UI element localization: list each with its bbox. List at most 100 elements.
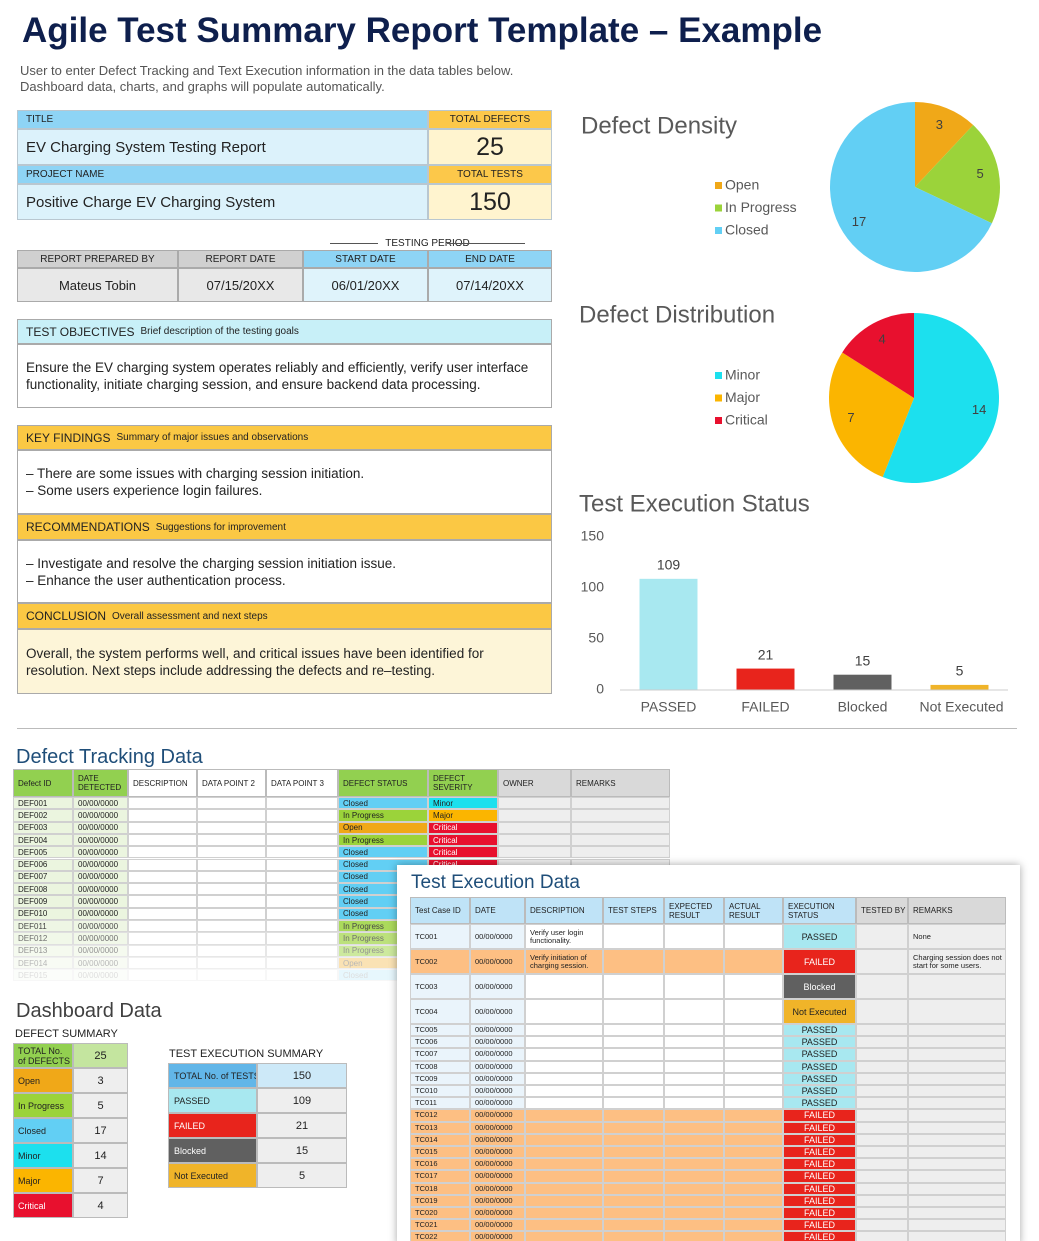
table-cell: FAILED [783,1231,856,1241]
table-cell: 00/00/0000 [470,1231,525,1241]
table-cell: FAILED [783,1158,856,1171]
table-cell: DEF013 [13,944,73,957]
table-cell: TC011 [410,1097,470,1110]
table-cell [908,1109,1006,1122]
table-cell [856,1072,908,1085]
table-cell [856,1182,908,1195]
table-cell [571,821,670,834]
table-cell [197,809,266,822]
table-cell: DEF012 [13,932,73,945]
section-label: CONCLUSION [26,609,107,623]
table-cell [664,1133,724,1146]
table-cell [266,846,338,859]
table-cell [724,949,783,974]
table-cell [266,932,338,945]
chart-title: Test Execution Status [579,490,810,517]
table-cell [664,1207,724,1220]
table-cell: 00/00/0000 [73,858,128,871]
x-tick-label: FAILED [741,699,789,715]
table-cell [603,1097,664,1110]
table-cell: 00/00/0000 [470,1060,525,1073]
table-cell [197,932,266,945]
slice-label: 14 [972,402,986,417]
table-cell [664,1182,724,1195]
table-cell: Open [338,821,428,834]
table-cell [664,1219,724,1232]
table-cell [525,1085,603,1098]
table-cell [603,1121,664,1134]
table-cell [856,1085,908,1098]
table-cell: 00/00/0000 [73,920,128,933]
table-cell [525,1072,603,1085]
table-cell: FAILED [783,1133,856,1146]
section-body: – Investigate and resolve the charging s… [17,540,552,603]
table-cell [128,821,197,834]
table-cell [525,1024,603,1037]
table-cell [197,895,266,908]
table-cell [525,1109,603,1122]
pie-slice [882,313,1000,483]
table-cell: Closed [338,797,428,810]
y-tick-label: 150 [581,528,605,544]
legend-label: Critical [725,412,768,428]
table-cell [266,895,338,908]
table-cell [603,1170,664,1183]
table-cell [724,1170,783,1183]
table-cell [908,1097,1006,1110]
table-cell [664,1158,724,1171]
section-header: RECOMMENDATIONS Suggestions for improveme… [17,514,552,540]
table-cell [197,920,266,933]
bar-value-label: 21 [758,646,774,662]
project-value: Positive Charge EV Charging System [17,184,428,220]
table-cell [498,809,571,822]
table-cell [266,870,338,884]
table-cell: DEF003 [13,821,73,834]
table-cell [664,1048,724,1061]
table-cell: 00/00/0000 [470,1072,525,1085]
table-cell [525,1231,603,1241]
table-cell: FAILED [783,1182,856,1195]
table-cell [856,974,908,999]
table-cell [724,1024,783,1037]
table-cell [908,1231,1006,1241]
table-cell: 00/00/0000 [470,1219,525,1232]
table-cell [128,895,197,908]
section-hint: Suggestions for improvement [155,521,286,533]
table-cell [603,1085,664,1098]
section-body: Overall, the system performs well, and c… [17,629,552,694]
table-cell: 00/00/0000 [470,1207,525,1220]
table-header: DATE DETECTED [73,769,128,797]
table-cell: DEF002 [13,809,73,822]
table-cell [856,1036,908,1049]
table-cell [197,833,266,847]
table-cell: DEF008 [13,883,73,896]
section-text: – Enhance the user authentication proces… [26,572,286,588]
table-cell: 00/00/0000 [73,907,128,920]
summary-label: Blocked [168,1138,257,1163]
table-cell: 00/00/0000 [73,846,128,859]
chart-title: Defect Density [581,112,737,139]
table-cell [908,974,1006,999]
table-cell [603,999,664,1024]
info-header: START DATE [303,250,428,268]
table-cell [856,1207,908,1220]
table-cell: Critical [428,821,498,834]
table-cell [266,833,338,847]
slice-label: 3 [936,117,943,132]
legend-swatch [715,227,722,234]
table-cell [856,1146,908,1159]
table-cell [664,1036,724,1049]
table-cell: FAILED [783,1170,856,1183]
table-cell [908,1048,1006,1061]
table-cell [128,956,197,970]
table-cell: TC001 [410,924,470,949]
table-header: OWNER [498,769,571,797]
info-value: 07/14/20XX [428,268,552,302]
summary-value: 14 [73,1143,128,1168]
table-cell: 00/00/0000 [470,1085,525,1098]
table-cell [266,920,338,933]
table-cell [908,1036,1006,1049]
slice-label: 4 [878,331,885,346]
section-hint: Summary of major issues and observations [116,432,309,443]
table-cell [525,1182,603,1195]
